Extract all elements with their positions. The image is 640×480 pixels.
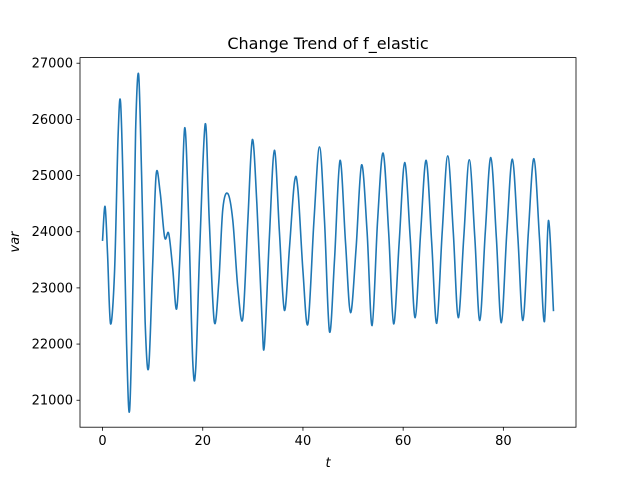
y-tick-label: 23000	[32, 281, 73, 296]
y-tick-label: 26000	[32, 113, 73, 128]
x-axis-ticks: 0 20 40 60 80	[98, 427, 512, 449]
plot-frame	[79, 57, 577, 428]
y-tick-label: 21000	[32, 394, 73, 409]
series-line	[101, 72, 555, 413]
y-axis-label: var	[8, 230, 23, 253]
series-layer	[101, 72, 555, 413]
x-tick-label: 0	[98, 434, 106, 449]
x-tick-label: 60	[395, 434, 412, 449]
x-axis-label: t	[325, 456, 331, 471]
chart-title: Change Trend of f_elastic	[227, 34, 428, 54]
y-tick-label: 27000	[32, 57, 73, 72]
y-axis-ticks: 21000 22000 23000 24000 25000 26000 27000	[32, 57, 80, 409]
y-tick-label: 22000	[32, 338, 73, 353]
plot-area	[80, 57, 576, 428]
x-tick-label: 80	[495, 434, 512, 449]
y-tick-label: 25000	[32, 169, 73, 184]
y-tick-label: 24000	[32, 225, 73, 240]
x-tick-label: 20	[194, 434, 211, 449]
x-tick-label: 40	[295, 434, 312, 449]
